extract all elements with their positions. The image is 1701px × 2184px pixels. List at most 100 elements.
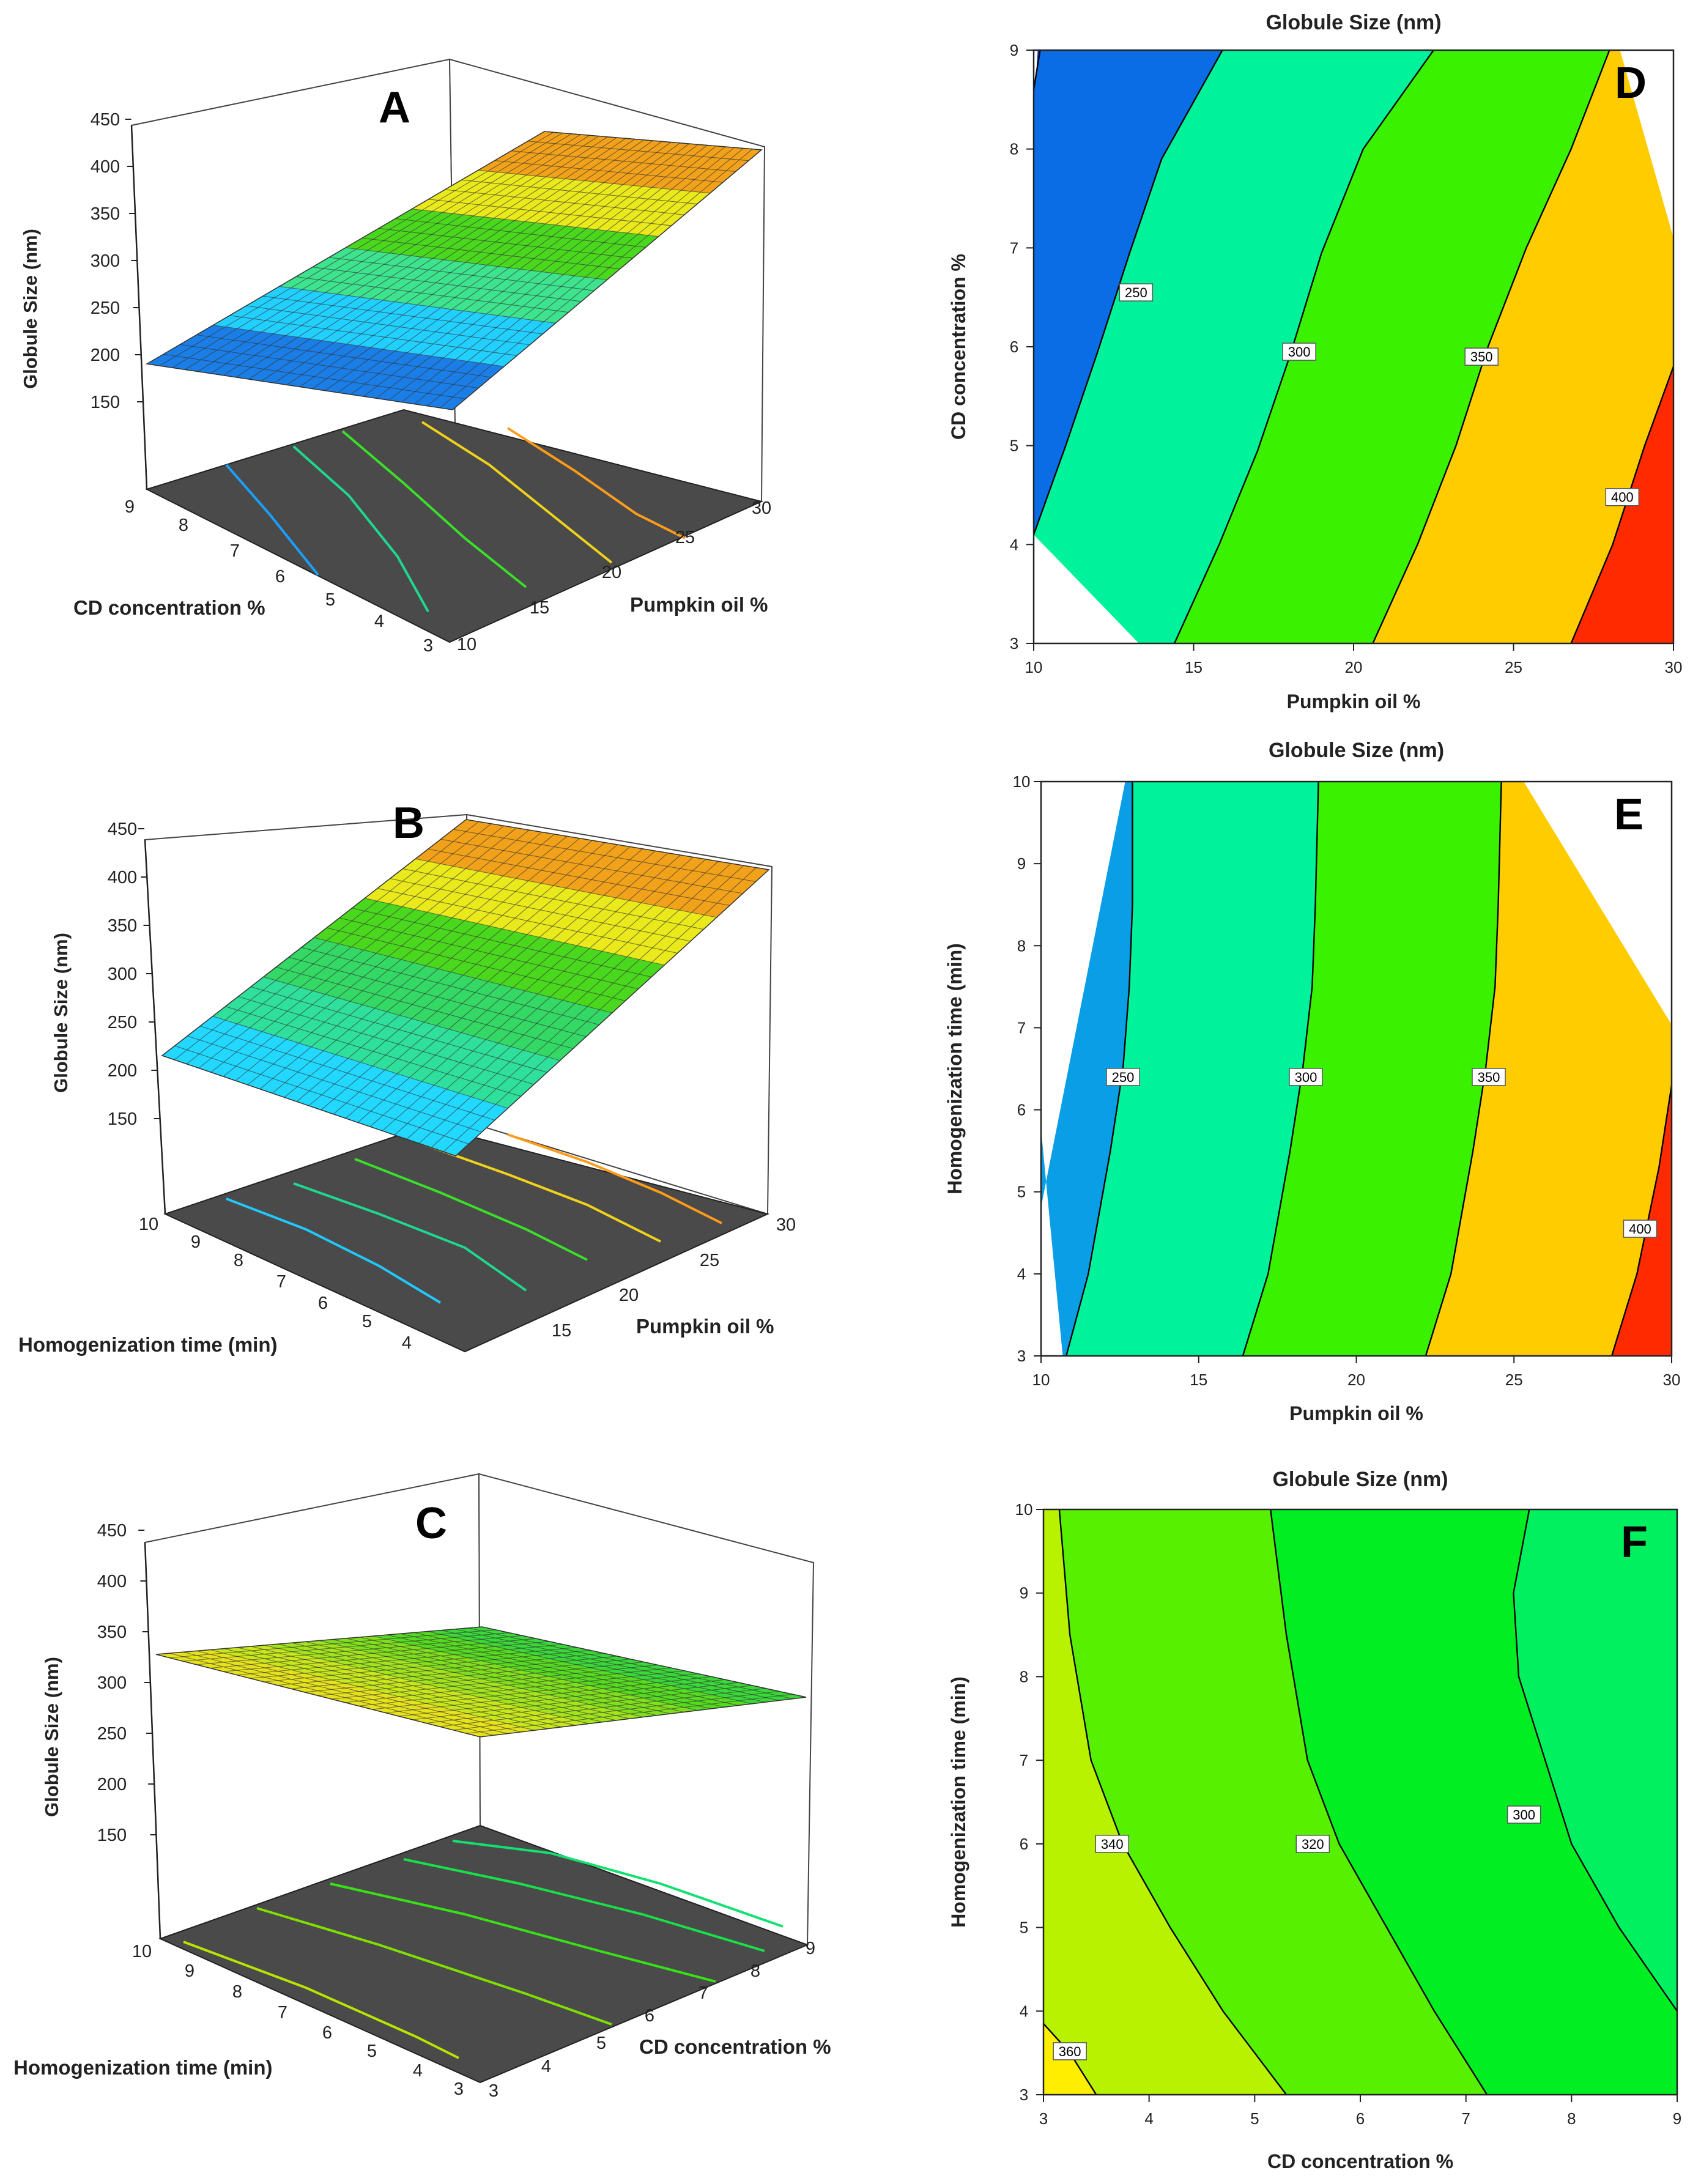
mesh-line xyxy=(468,1627,793,1700)
x-tick-label: 6 xyxy=(322,2023,332,2043)
x-tick-label: 10 xyxy=(139,1215,158,1234)
x-tick-label: 25 xyxy=(1505,1371,1523,1389)
x-tick-label: 15 xyxy=(1185,658,1203,676)
contour-regions xyxy=(1043,1509,1677,2095)
contour-label-text: 400 xyxy=(1629,1221,1651,1237)
z-axis-label: Globule Size (nm) xyxy=(50,933,72,1093)
z-axis-line xyxy=(144,1542,161,1939)
y-tick-label: 25 xyxy=(700,1251,719,1270)
mesh-line xyxy=(494,160,723,183)
contour-region-3 xyxy=(1034,50,1434,643)
y-tick-label: 7 xyxy=(699,1983,708,2003)
x-tick-label: 5 xyxy=(367,2041,377,2061)
surface-color-band xyxy=(415,820,769,917)
mesh-line xyxy=(440,838,743,894)
chart-title: Globule Size (nm) xyxy=(1269,739,1444,762)
contour-label-text: 350 xyxy=(1478,1070,1500,1085)
panel-letter: F xyxy=(1621,1518,1648,1567)
floor-contours xyxy=(183,1840,784,2059)
y-tick-label: 3 xyxy=(489,2081,498,2101)
floor-contour-line xyxy=(256,1907,612,2026)
surface-outline xyxy=(161,819,770,1157)
y-tick-label: 30 xyxy=(776,1215,796,1235)
surface-color-band xyxy=(373,1631,752,1711)
contour-region-2 xyxy=(1043,1509,1287,2095)
z-tick-label: 300 xyxy=(91,251,120,271)
x-tick-label: 25 xyxy=(1505,658,1522,676)
floor-contour-line xyxy=(452,1840,784,1928)
x-tick-label: 8 xyxy=(234,1251,243,1270)
x-tick-label: 3 xyxy=(1039,2109,1048,2128)
y-tick-label: 5 xyxy=(1020,1919,1028,1937)
x-tick-label: 5 xyxy=(325,590,335,610)
x-tick-label: 3 xyxy=(423,636,433,656)
floor-contour-line xyxy=(421,1142,661,1243)
panel-letter: D xyxy=(1615,59,1647,108)
y-tick-label: 4 xyxy=(1010,535,1018,553)
panel-f-contour: 360 340 320 300 3 4 5 6 7 8 9 3 4 5 6 7 8 9 10 Globule Size… xyxy=(947,1468,1681,2172)
contour-label-box xyxy=(1295,1835,1330,1853)
x-tick-label: 8 xyxy=(1567,2109,1576,2128)
z-tick-label: 150 xyxy=(108,1109,137,1129)
surface-mesh xyxy=(155,1626,807,1738)
y-tick-label: 3 xyxy=(1010,634,1018,653)
mesh-line xyxy=(418,863,732,1144)
z-tick-label: 300 xyxy=(97,1673,127,1693)
x-tick-label: 7 xyxy=(276,1272,286,1292)
contour-region-5 xyxy=(1373,50,1673,643)
z-tick-label: 250 xyxy=(91,298,120,318)
y-tick-label: 4 xyxy=(541,2057,551,2076)
mesh-line xyxy=(426,148,744,407)
x-tick-label: 10 xyxy=(132,1942,152,1961)
contour-label-text: 350 xyxy=(1470,349,1493,365)
x-tick-label: 5 xyxy=(362,1312,372,1331)
x-tick-label: 9 xyxy=(125,497,135,517)
floor-contour-line xyxy=(183,1941,459,2059)
surface-color-band xyxy=(365,859,717,965)
mesh-line xyxy=(414,147,735,405)
contour-region-2 xyxy=(1066,782,1319,1356)
contour-region-4 xyxy=(1270,1509,1677,2095)
x-tick-label: 6 xyxy=(1356,2109,1365,2128)
mesh-line xyxy=(527,141,749,161)
y-tick-label: 8 xyxy=(1020,1667,1028,1686)
mesh-line xyxy=(426,1685,752,1724)
contour-label-text: 250 xyxy=(1125,285,1147,300)
floor-contour-line xyxy=(293,1182,527,1292)
y-tick-label: 20 xyxy=(619,1286,639,1305)
z-tick-label: 150 xyxy=(91,393,120,412)
contour-label-350: 350 xyxy=(1464,347,1499,366)
z-tick-label: 200 xyxy=(108,1061,137,1081)
floor-plane xyxy=(145,409,764,643)
x-tick-label: 9 xyxy=(185,1961,195,1981)
response-surface xyxy=(162,820,769,1156)
surface-outline xyxy=(145,131,763,410)
x-axis-label: Pumpkin oil % xyxy=(1289,1402,1423,1424)
floor-contour-line xyxy=(226,1197,442,1304)
x-tick-label: 7 xyxy=(230,541,240,561)
contour-label-340: 340 xyxy=(1095,1835,1129,1853)
surface-outline xyxy=(155,1626,807,1738)
y-tick-label: 10 xyxy=(1013,772,1031,791)
z-tick-label: 200 xyxy=(97,1775,127,1794)
surface-color-band xyxy=(156,1649,535,1737)
floor-contour-line xyxy=(421,421,613,564)
z-tick-label: 300 xyxy=(108,964,137,984)
surface-color-band xyxy=(314,898,665,1013)
z-tick-label: 150 xyxy=(97,1826,127,1845)
y-tick-label: 7 xyxy=(1020,1751,1028,1769)
mesh-line xyxy=(443,867,757,1152)
surface-color-band xyxy=(478,131,762,193)
y-tick-label: 4 xyxy=(1017,1265,1026,1283)
surface-color-band xyxy=(212,977,560,1108)
mesh-line xyxy=(406,861,719,1140)
x-tick-label: 9 xyxy=(191,1232,201,1252)
contour-line-300 xyxy=(1513,1509,1677,2012)
x-tick-label: 20 xyxy=(1347,1371,1365,1389)
mesh-line xyxy=(401,146,726,402)
surface-mesh xyxy=(146,131,762,410)
z-tick-label: 450 xyxy=(97,1521,127,1541)
y-tick-label: 9 xyxy=(806,1939,815,1958)
x-tick-label: 7 xyxy=(1461,2109,1470,2128)
response-surface xyxy=(156,1627,806,1737)
